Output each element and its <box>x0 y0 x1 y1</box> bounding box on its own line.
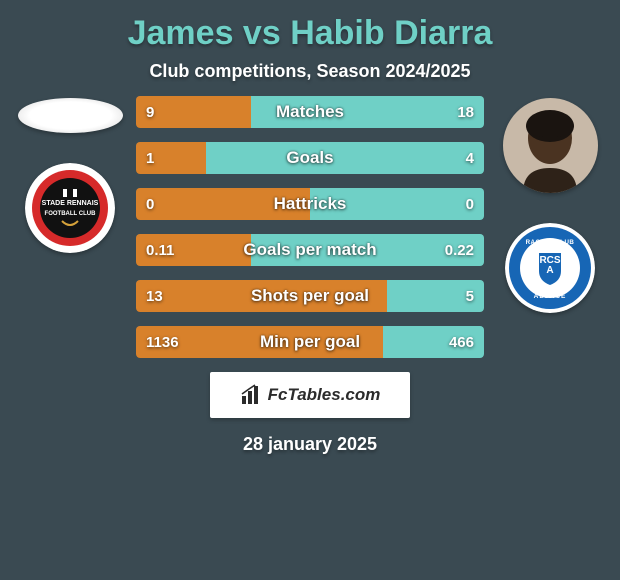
date-line: 28 january 2025 <box>10 434 610 455</box>
brand-text: FcTables.com <box>268 385 381 405</box>
stat-bar-track <box>136 326 484 358</box>
stat-row: Goals per match0.110.22 <box>136 234 484 266</box>
stat-bar-right <box>310 188 484 220</box>
stat-row: Matches918 <box>136 96 484 128</box>
brand-badge: FcTables.com <box>210 372 410 418</box>
stat-row: Shots per goal135 <box>136 280 484 312</box>
svg-text:ALSACE: ALSACE <box>534 293 567 300</box>
stat-bar-right <box>206 142 484 174</box>
stat-bar-right <box>383 326 484 358</box>
stat-bar-track <box>136 280 484 312</box>
stade-rennais-icon: STADE RENNAIS FOOTBALL CLUB <box>25 163 115 253</box>
stat-bar-left <box>136 280 387 312</box>
svg-text:STADE RENNAIS: STADE RENNAIS <box>42 200 99 207</box>
left-side: STADE RENNAIS FOOTBALL CLUB <box>10 96 130 253</box>
title: James vs Habib Diarra <box>10 14 610 53</box>
stat-bars: Matches918 Goals14 Hattricks00 Goals per ma… <box>130 96 490 358</box>
stat-row: Min per goal1136466 <box>136 326 484 358</box>
stat-bar-right <box>387 280 484 312</box>
subtitle: Club competitions, Season 2024/2025 <box>10 61 610 82</box>
stat-row: Goals14 <box>136 142 484 174</box>
stat-bar-left <box>136 188 310 220</box>
stat-bar-track <box>136 96 484 128</box>
svg-text:A: A <box>546 265 553 276</box>
svg-text:FOOTBALL CLUB: FOOTBALL CLUB <box>45 211 97 217</box>
stat-bar-track <box>136 234 484 266</box>
racing-strasbourg-icon: RACING CLUB ALSACE RCS A <box>505 223 595 313</box>
stat-bar-track <box>136 142 484 174</box>
player-portrait-icon <box>503 98 598 193</box>
player-left-avatar <box>18 98 123 133</box>
svg-text:RACING CLUB: RACING CLUB <box>526 239 575 246</box>
player-right-avatar <box>503 98 598 193</box>
comparison-card: James vs Habib Diarra Club competitions,… <box>0 0 620 580</box>
stat-bar-left <box>136 96 251 128</box>
stat-bar-left <box>136 142 206 174</box>
club-left-logo: STADE RENNAIS FOOTBALL CLUB <box>25 163 115 253</box>
fctables-icon <box>240 384 262 406</box>
comparison-layout: STADE RENNAIS FOOTBALL CLUB Matches918 Go… <box>10 96 610 358</box>
right-side: RACING CLUB ALSACE RCS A <box>490 96 610 313</box>
stat-row: Hattricks00 <box>136 188 484 220</box>
stat-bar-track <box>136 188 484 220</box>
stat-bar-left <box>136 234 251 266</box>
stat-bar-right <box>251 96 484 128</box>
stat-bar-right <box>251 234 484 266</box>
stat-bar-left <box>136 326 383 358</box>
club-right-logo: RACING CLUB ALSACE RCS A <box>505 223 595 313</box>
